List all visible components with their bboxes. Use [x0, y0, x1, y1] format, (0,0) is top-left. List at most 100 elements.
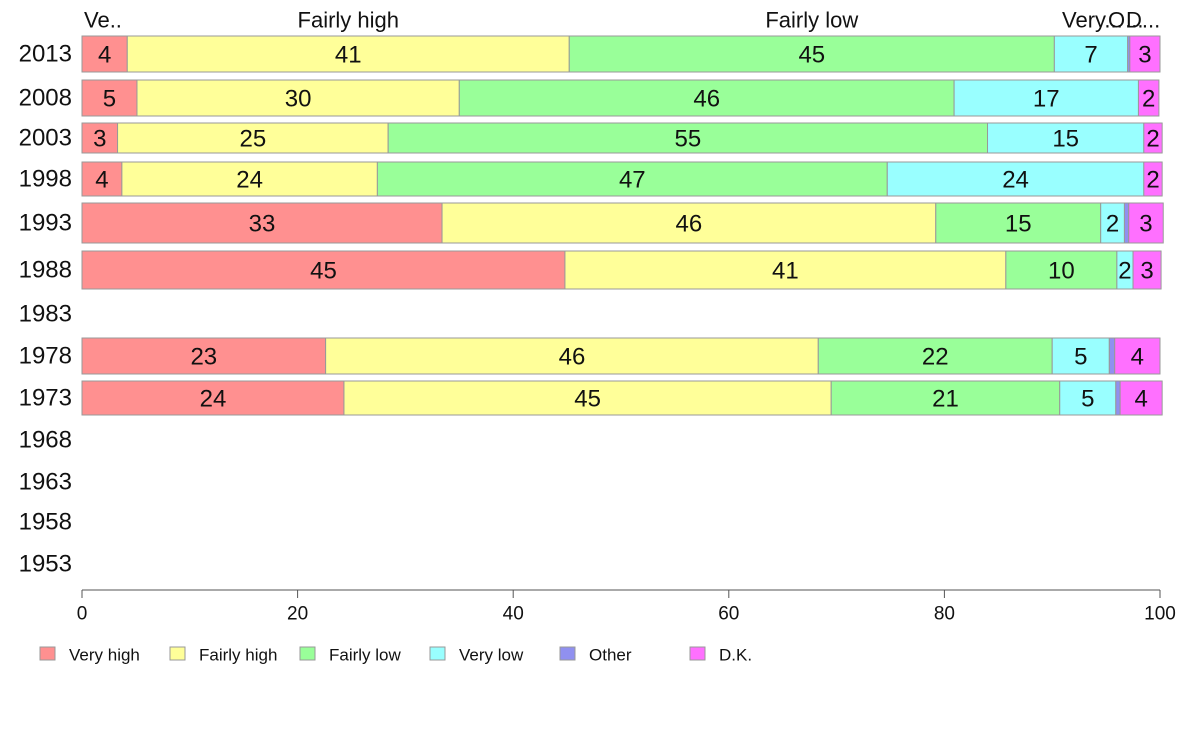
- bar-data-label: 41: [335, 42, 362, 69]
- bar-segment: [387, 122, 989, 154]
- legend-label: D.K.: [719, 646, 752, 665]
- bar-data-label: 17: [1033, 86, 1060, 113]
- bar-data-label: 4: [1131, 344, 1144, 371]
- year-label: 2008: [19, 85, 72, 112]
- year-label: 1978: [19, 343, 72, 370]
- bar-data-label: 30: [285, 86, 312, 113]
- bar-segment: [817, 337, 1053, 375]
- column-header-label: Ve..: [84, 8, 122, 33]
- year-label: 1993: [19, 210, 72, 237]
- bar-data-label: 24: [1002, 167, 1029, 194]
- x-tick-label: 80: [934, 604, 955, 625]
- column-header-label: D...: [1126, 8, 1160, 33]
- year-label: 1973: [19, 385, 72, 412]
- bar-segment: [121, 161, 378, 197]
- year-label: 2013: [19, 41, 72, 68]
- bar-segment: [81, 122, 119, 154]
- bar-data-label: 3: [1140, 258, 1153, 285]
- year-label: 1998: [19, 166, 72, 193]
- bar-data-label: 5: [1074, 344, 1087, 371]
- bar-segment: [325, 337, 819, 375]
- bar-data-label: 5: [103, 86, 116, 113]
- legend-swatch: [689, 646, 706, 661]
- bar-segment: [830, 380, 1061, 416]
- bar-segment: [1115, 380, 1121, 416]
- bar-segment: [81, 161, 123, 197]
- legend-label: Very high: [69, 646, 140, 665]
- bar-segment: [1005, 250, 1118, 290]
- year-label: 2003: [19, 125, 72, 152]
- year-label: 1963: [19, 469, 72, 496]
- bar-segment: [376, 161, 888, 197]
- year-label: 1958: [19, 509, 72, 536]
- legend-label: Fairly low: [329, 646, 402, 665]
- bar-data-label: 4: [95, 167, 108, 194]
- bar-data-label: 4: [98, 42, 111, 69]
- column-header-label: O...: [1108, 8, 1143, 33]
- bar-segment: [1119, 380, 1163, 416]
- bar-segment: [1108, 337, 1116, 375]
- bar-segment: [441, 202, 937, 244]
- column-headers: Ve.. Fairly high Fairly low Very...O...D...: [84, 8, 1160, 33]
- bar-segment: [81, 79, 138, 117]
- year-label: 1983: [19, 301, 72, 328]
- year-axis: 2013 2008 2003 1998 1993 1988 1983 1978 1973 1968…: [19, 41, 72, 578]
- bar-data-label: 24: [236, 167, 263, 194]
- bar-segment: [81, 202, 443, 244]
- bar-data-label: 15: [1005, 211, 1032, 238]
- bar-segment: [1143, 122, 1163, 154]
- bar-data-label: 2: [1146, 126, 1159, 153]
- legend-label: Other: [589, 646, 632, 665]
- year-label: 1988: [19, 257, 72, 284]
- legend-swatch: [559, 646, 576, 661]
- x-tick-label: 40: [503, 604, 524, 625]
- bar-segment: [1137, 79, 1160, 117]
- bar-segment: [458, 79, 955, 117]
- legend-swatch: [429, 646, 446, 661]
- x-tick-label: 0: [77, 604, 88, 625]
- x-tick-label: 100: [1144, 604, 1176, 625]
- x-tick-label: 20: [287, 604, 308, 625]
- bar-data-label: 47: [619, 167, 646, 194]
- bar-data-label: 46: [559, 344, 586, 371]
- x-tick-label: 60: [718, 604, 739, 625]
- bar-segment: [136, 79, 460, 117]
- bar-data-label: 46: [676, 211, 703, 238]
- bar-data-label: 46: [693, 86, 720, 113]
- bar-segment: [1128, 202, 1164, 244]
- bar-data-label: 10: [1048, 258, 1075, 285]
- bar-data-label: 33: [249, 211, 276, 238]
- x-axis: 0 20 40 60 80 100: [77, 589, 1176, 625]
- bar-segment: [1114, 337, 1161, 375]
- bar-segment: [1132, 250, 1162, 290]
- bar-segment: [1123, 202, 1130, 244]
- bar-segment: [81, 380, 345, 416]
- bar-segment: [1053, 35, 1129, 73]
- bar-data-label: 24: [200, 386, 227, 413]
- bar-data-label: 2: [1142, 86, 1155, 113]
- year-label: 1953: [19, 551, 72, 578]
- bar-data-label: 45: [310, 258, 337, 285]
- bar-segment: [1143, 161, 1163, 197]
- bar-data-label: 15: [1052, 126, 1079, 153]
- bar-data-label: 25: [240, 126, 267, 153]
- column-header-label: Very...: [1062, 8, 1123, 33]
- legend-swatch: [299, 646, 316, 661]
- legend-swatch: [39, 646, 56, 661]
- bar-data-label: 2: [1106, 211, 1119, 238]
- bar-data-label: 3: [93, 126, 106, 153]
- legend: Very high Fairly high Fairly low Very low Ot…: [39, 646, 752, 665]
- year-label: 1968: [19, 427, 72, 454]
- bar-segment: [886, 161, 1145, 197]
- legend-swatch: [169, 646, 186, 661]
- bar-data-label: 4: [1134, 386, 1147, 413]
- bar-segment: [81, 250, 566, 290]
- bar-segment: [81, 337, 327, 375]
- bar-data-label: 2: [1146, 167, 1159, 194]
- bar-data-label: 2: [1118, 258, 1131, 285]
- bar-segment: [1051, 337, 1110, 375]
- bar-segment: [343, 380, 832, 416]
- bar-data-label: 45: [574, 386, 601, 413]
- bar-data-label: 22: [922, 344, 949, 371]
